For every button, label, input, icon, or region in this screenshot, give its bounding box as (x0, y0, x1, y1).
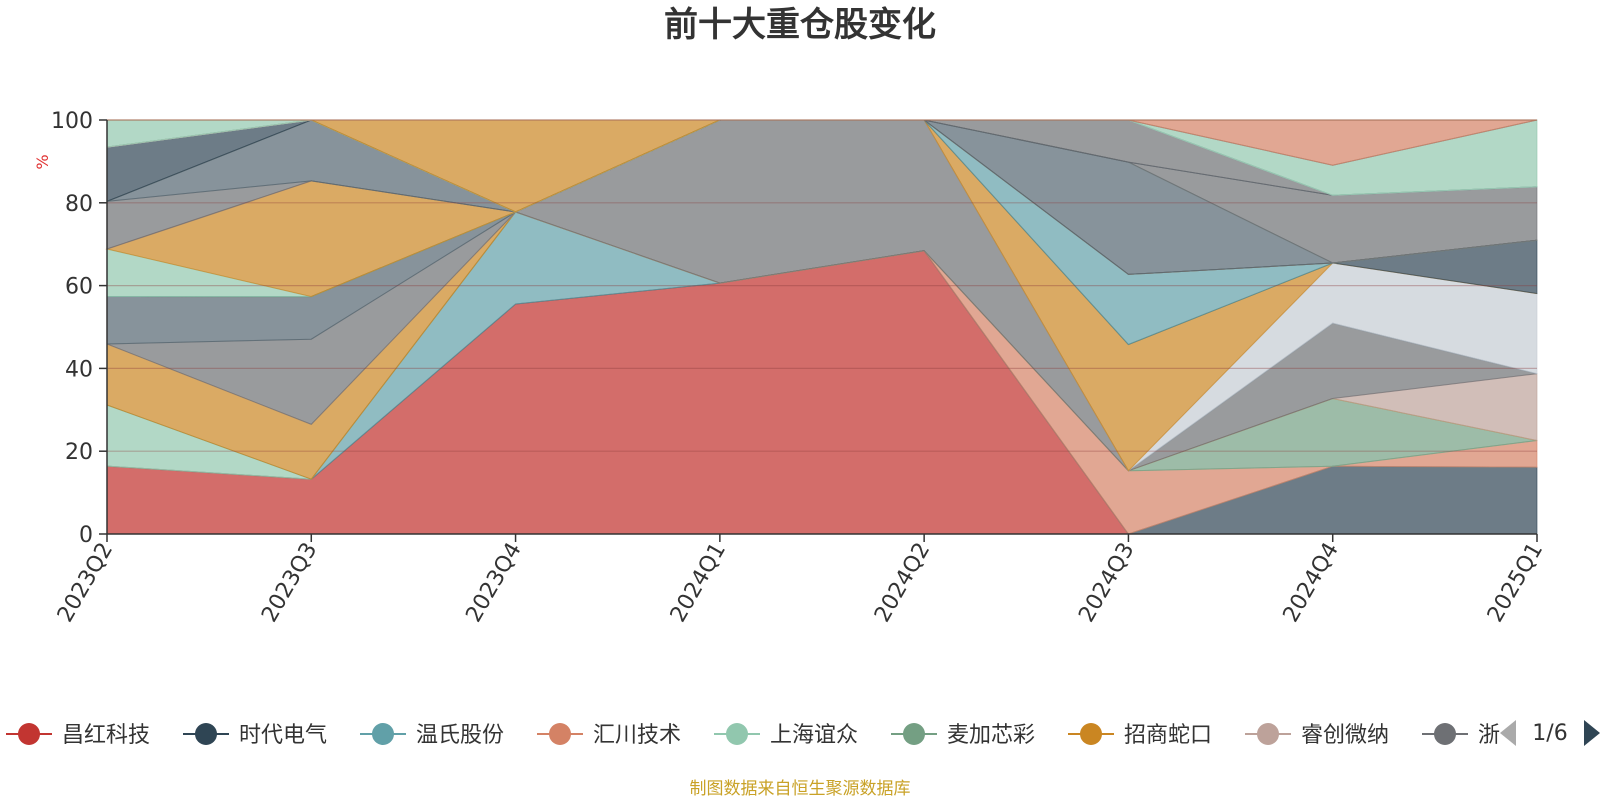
x-tick-label: 2023Q4 (461, 539, 526, 627)
legend-label: 招商蛇口 (1124, 723, 1212, 748)
x-tick-label: 2023Q2 (53, 539, 118, 627)
legend-marker-icon (1080, 723, 1102, 745)
x-tick-label: 2024Q1 (666, 539, 731, 627)
legend-item[interactable]: 招商蛇口 (1068, 723, 1212, 748)
legend-item[interactable]: 温氏股份 (360, 723, 504, 748)
y-tick-label: 40 (65, 357, 93, 382)
legend-item[interactable]: 睿创微纳 (1245, 723, 1389, 748)
legend-marker-icon (372, 723, 394, 745)
legend-item[interactable]: 麦加芯彩 (891, 723, 1035, 748)
legend-marker-icon (726, 723, 748, 745)
y-tick-label: 60 (65, 275, 93, 300)
prev-page-icon[interactable] (1500, 720, 1516, 746)
legend-marker-icon (549, 723, 571, 745)
chart-title: 前十大重仓股变化 (664, 5, 936, 45)
y-tick-label: 80 (65, 192, 93, 217)
legend-marker-icon (903, 723, 925, 745)
legend: 昌红科技 时代电气 温氏股份 汇川技术 上海谊众 麦加芯彩 招商蛇口 睿创微纳 浙 (6, 723, 1500, 748)
legend-label: 睿创微纳 (1301, 723, 1389, 748)
legend-label: 麦加芯彩 (947, 723, 1035, 748)
legend-item[interactable]: 时代电气 (183, 723, 327, 748)
legend-item[interactable]: 汇川技术 (537, 723, 681, 748)
legend-item[interactable]: 上海谊众 (714, 723, 858, 748)
x-tick-label: 2024Q3 (1074, 539, 1139, 627)
grid-lines (107, 119, 1537, 452)
x-tick-label: 2024Q4 (1279, 539, 1344, 627)
area-layers (105, 119, 1538, 535)
legend-pager: 1/6 (1500, 720, 1600, 746)
x-ticks: 2023Q2 2023Q3 2023Q4 2024Q1 2024Q2 2024Q3 2024… (53, 534, 1548, 627)
legend-marker-icon (195, 723, 217, 745)
legend-item[interactable]: 昌红科技 (6, 723, 150, 748)
y-tick-label: 100 (51, 109, 93, 134)
x-tick-label: 2025Q1 (1483, 539, 1548, 627)
y-tick-label: 0 (79, 523, 93, 548)
x-tick-label: 2024Q2 (870, 539, 935, 627)
next-page-icon[interactable] (1584, 720, 1600, 746)
y-tick-label: 20 (65, 440, 93, 465)
source-note: 制图数据来自恒生聚源数据库 (690, 779, 911, 799)
legend-marker-icon (1434, 723, 1456, 745)
legend-label: 时代电气 (239, 723, 327, 748)
legend-marker-icon (18, 723, 40, 745)
legend-label: 温氏股份 (416, 723, 504, 748)
legend-page-indicator: 1/6 (1532, 721, 1567, 746)
x-tick-label: 2023Q3 (257, 539, 322, 627)
legend-label: 浙 (1478, 723, 1500, 748)
legend-label: 上海谊众 (770, 723, 858, 748)
legend-label: 汇川技术 (593, 723, 681, 748)
y-axis-label: % (33, 154, 52, 169)
y-ticks: 0 20 40 60 80 100 (51, 109, 107, 548)
legend-marker-icon (1257, 723, 1279, 745)
legend-label: 昌红科技 (62, 723, 150, 748)
axes (106, 120, 1537, 535)
legend-item[interactable]: 浙 (1422, 723, 1500, 748)
